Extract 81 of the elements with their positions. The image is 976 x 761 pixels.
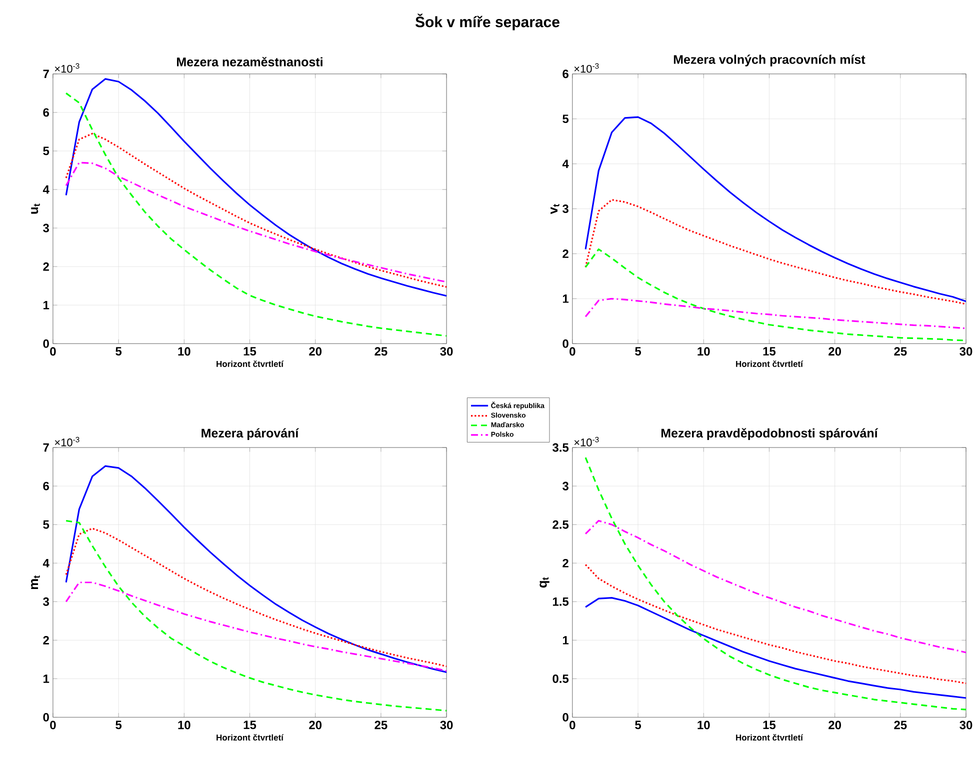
y-tick-label: 0 [562,339,568,348]
y-tick-label: 0 [562,712,568,722]
x-tick-label: 25 [374,720,388,730]
x-tick-label: 30 [960,347,972,356]
y-tick-label: 2 [562,249,568,258]
x-tick-label: 5 [116,720,122,730]
x-tick-label: 30 [440,347,453,356]
y-tick-label: 7 [43,443,49,452]
y-tick-label: 2 [43,636,49,644]
x-tick-label: 5 [116,347,122,356]
x-tick-label: 15 [763,720,776,730]
line-series [584,456,966,710]
y-tick-label: 1.5 [552,597,569,606]
y-tick-label: 3 [43,224,49,232]
x-tick-label: 20 [309,720,322,730]
y-tick-label: 4 [562,160,569,168]
text: ×10$^{-3}$ [54,63,80,73]
x-tick-label: 20 [309,347,322,356]
x-tick-label: 10 [698,720,710,730]
x-tick-label: 5 [635,347,642,356]
x-tick-label: 25 [894,347,907,356]
y-tick-label: 1 [44,300,50,310]
x-tick-label: 20 [828,720,841,730]
x-tick-label: 15 [763,347,776,356]
y-tick-label: 5 [562,114,569,123]
x-tick-label: 25 [894,720,907,730]
y-tick-label: 3 [562,482,568,490]
x-axis-title: Horizont čtvrtletí [216,360,284,367]
y-tick-label: 2 [43,262,49,271]
text: ×10$^{-3}$ [574,436,599,446]
chart-title: Mezera volných pracovních míst [674,54,866,66]
y-tick-label: 6 [43,482,49,490]
y-tick-label: 4 [42,558,50,568]
y-tick-label: 2 [562,558,568,568]
x-tick-label: 5 [635,720,642,730]
text: ×10$^{-3}$ [54,436,80,446]
chart-title: Mezera párování [202,428,299,440]
x-tick-label: 0 [50,347,56,356]
line-series [65,465,447,673]
y-tick-label: 0 [43,712,49,722]
y-tick-label: 3.5 [552,443,569,452]
x-tick-label: 0 [570,347,576,356]
chart-title: Mezera nezaměstnanosti [177,56,322,66]
y-axis-title: q$_{t}$ [540,577,550,588]
x-axis-title: Horizont čtvrtletí [736,360,804,367]
x-tick-label: 25 [374,347,388,356]
x-tick-label: 30 [440,720,453,730]
x-tick-label: 15 [244,720,256,730]
line-series [584,298,966,330]
text: ×10$^{-3}$ [574,63,599,73]
x-tick-label: 15 [244,347,256,356]
line-series [584,198,966,305]
y-axis-title: m$_{t}$ [31,575,40,589]
y-tick-label: 5 [43,520,50,529]
chart-title: Mezera pravděpodobnosti spárování [661,428,878,440]
x-tick-label: 10 [698,347,710,356]
y-tick-label: 1 [44,674,50,683]
y-axis-title: v$_{t}$ [550,204,560,214]
x-tick-label: 30 [960,720,972,730]
x-tick-label: 10 [178,720,190,730]
y-tick-label: 5 [43,146,50,156]
x-tick-label: 0 [570,720,576,730]
x-axis-title: Horizont čtvrtletí [736,734,804,740]
y-tick-label: 3 [562,204,568,213]
y-tick-label: 1 [562,636,569,644]
y-tick-label: 3 [43,597,49,606]
x-tick-label: 20 [828,347,841,356]
text: Šok v míře separace [415,14,560,30]
y-tick-label: 2.5 [552,520,569,529]
y-tick-label: 6 [43,108,49,117]
y-tick-label: 1 [562,294,569,303]
x-tick-label: 10 [178,347,190,356]
y-tick-label: 6 [562,70,568,78]
line-series [65,78,447,297]
y-tick-label: 4 [42,185,50,194]
x-axis-title: Horizont čtvrtletí [216,734,284,740]
y-tick-label: 7 [43,70,49,78]
y-axis-title: u$_{t}$ [31,204,40,214]
y-tick-label: 0 [43,339,49,348]
y-tick-label: 0.5 [552,674,569,683]
x-tick-label: 0 [50,720,56,730]
